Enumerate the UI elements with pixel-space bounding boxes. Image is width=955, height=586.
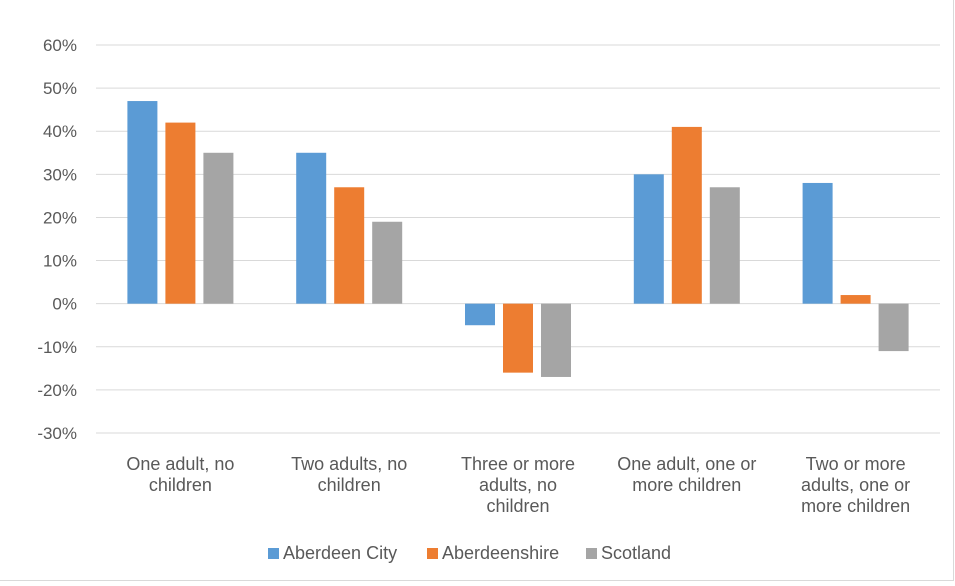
bar-aberdeenshire	[840, 295, 871, 304]
category-label-line: Two adults, no	[291, 454, 407, 474]
bar-aberdeen-city	[127, 101, 158, 304]
bar-aberdeenshire	[503, 303, 533, 373]
category-label-line: adults, no	[479, 475, 557, 495]
y-tick-label: 40%	[43, 122, 77, 141]
y-tick-label: -30%	[37, 424, 77, 443]
category-label-line: children	[486, 496, 549, 516]
bar-scotland	[372, 221, 403, 304]
category-label-line: adults, one or	[801, 475, 910, 495]
category-label-line: more children	[632, 475, 741, 495]
category-label: Three or more adults, no children	[461, 454, 575, 516]
bar-aberdeen-city	[802, 182, 833, 304]
category-label: Two or more adults, one or more children	[801, 454, 910, 516]
bar-aberdeen-city	[296, 152, 327, 304]
bars	[127, 101, 909, 377]
legend-label: Aberdeenshire	[442, 543, 559, 563]
category-label-line: One adult, one or	[617, 454, 756, 474]
y-tick-label: 60%	[43, 36, 77, 55]
bar-aberdeen-city	[465, 303, 495, 326]
legend-swatch	[586, 548, 597, 559]
category-label-line: Three or more	[461, 454, 575, 474]
bar-scotland	[878, 303, 909, 352]
bar-aberdeenshire	[334, 187, 365, 304]
y-axis-ticks: 60% 50% 40% 30% 20% 10% 0% -10% -20% -30%	[37, 36, 77, 443]
gridlines	[96, 44, 940, 434]
y-tick-label: 0%	[52, 295, 77, 314]
category-label-line: children	[318, 475, 381, 495]
category-label: One adult, no children	[126, 454, 234, 495]
legend-label: Aberdeen City	[283, 543, 397, 563]
category-label: Two adults, no children	[291, 454, 407, 495]
bar-scotland	[541, 303, 571, 377]
y-tick-label: 50%	[43, 79, 77, 98]
bar-aberdeenshire	[671, 126, 702, 304]
bar-scotland	[709, 187, 740, 304]
y-tick-label: -20%	[37, 381, 77, 400]
legend-label: Scotland	[601, 543, 671, 563]
legend-swatch	[268, 548, 279, 559]
y-tick-label: 20%	[43, 208, 77, 227]
category-label-line: One adult, no	[126, 454, 234, 474]
category-label-line: more children	[801, 496, 910, 516]
y-tick-label: 30%	[43, 165, 77, 184]
category-label-line: Two or more	[806, 454, 906, 474]
category-label-line: children	[149, 475, 212, 495]
legend: Aberdeen City Aberdeenshire Scotland	[268, 543, 671, 563]
bar-aberdeenshire	[165, 122, 196, 304]
bar-aberdeen-city	[633, 174, 664, 304]
y-tick-label: 10%	[43, 252, 77, 271]
y-tick-label: -10%	[37, 338, 77, 357]
legend-swatch	[427, 548, 438, 559]
category-label: One adult, one or more children	[617, 454, 756, 495]
bar-scotland	[203, 152, 234, 304]
